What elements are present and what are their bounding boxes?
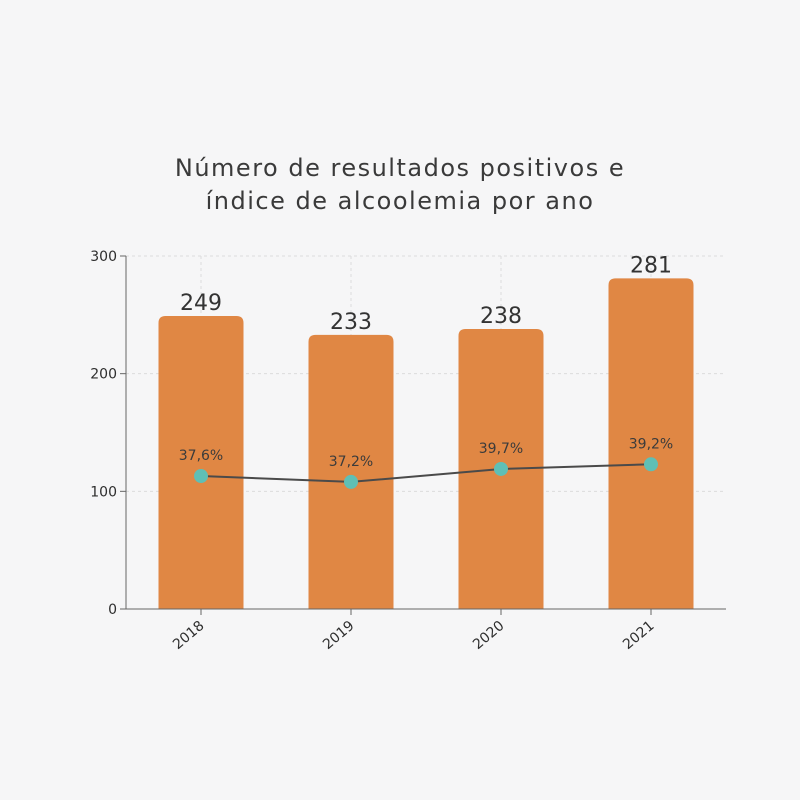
bar (158, 316, 244, 609)
y-tick-label: 100 (90, 484, 117, 500)
y-tick-label: 300 (90, 249, 117, 265)
line-marker (194, 469, 208, 484)
line-marker (494, 461, 508, 476)
line-value-label: 37,2% (329, 454, 373, 470)
chart-title-line-1: Número de resultados positivos e (174, 154, 626, 182)
bar-value-label: 233 (330, 310, 372, 335)
y-tick-label: 200 (90, 367, 117, 383)
x-tick-label: 2019 (320, 618, 358, 653)
chart-title: Número de resultados positivos e índice … (0, 152, 800, 218)
bar (308, 334, 394, 609)
x-tick-label: 2020 (470, 618, 508, 653)
bar-value-label: 281 (630, 253, 672, 278)
bar-value-label: 238 (480, 304, 522, 329)
bar (608, 278, 694, 609)
line-value-label: 39,2% (629, 436, 673, 452)
x-tick-label: 2021 (620, 618, 658, 653)
chart-title-line-2: índice de alcoolemia por ano (205, 187, 595, 215)
line-series (200, 463, 652, 483)
bar-value-label: 249 (180, 291, 222, 316)
x-tick-label: 2018 (170, 618, 208, 653)
y-tick-label: 0 (108, 602, 117, 618)
line-marker (344, 474, 358, 489)
line-value-label: 37,6% (179, 448, 223, 464)
line-value-label: 39,7% (479, 441, 523, 457)
line-marker (644, 457, 658, 472)
